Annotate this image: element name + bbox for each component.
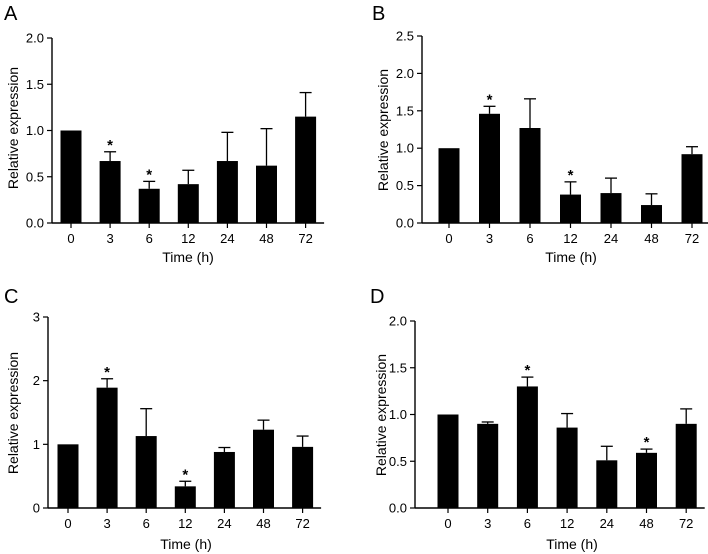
panel-d-x-tick-label: 6 (524, 516, 531, 531)
panel-b-y-tick-label: 2.5 (396, 29, 414, 44)
panel-a-y-tick-label: 1.0 (26, 123, 44, 138)
panel-a-y-tick-label: 2.0 (26, 31, 44, 46)
panel-b-bar (600, 193, 622, 223)
panel-c-bar (135, 436, 157, 508)
panel-b-x-tick-label: 72 (685, 231, 699, 246)
panel-d-significance-star: * (644, 434, 650, 451)
panel-d-bar (596, 460, 618, 508)
panel-c-x-tick-label: 48 (256, 516, 270, 531)
panel-a-significance-star: * (146, 166, 152, 183)
panel-d-x-axis-title: Time (h) (546, 536, 598, 552)
panel-c-bar (96, 387, 118, 508)
panel-a-x-axis-title: Time (h) (162, 249, 214, 265)
panel-b-bar (479, 113, 500, 223)
panel-d-letter: D (370, 286, 384, 308)
panel-a-x-tick-label: 0 (67, 231, 74, 246)
panel-b-x-tick-label: 6 (526, 231, 533, 246)
panel-c-y-tick-label: 1 (33, 437, 40, 452)
panel-d-y-tick-label: 0.5 (389, 454, 407, 469)
panel-a-x-tick-label: 6 (146, 231, 153, 246)
panel-a-y-tick-label: 1.5 (26, 77, 44, 92)
panel-a-bar (295, 116, 317, 223)
panel-b-x-tick-label: 12 (563, 231, 577, 246)
panel-b-x-tick-label: 48 (644, 231, 658, 246)
panel-d-x-tick-label: 3 (484, 516, 491, 531)
panel-c-x-tick-label: 6 (143, 516, 150, 531)
panel-b-x-tick-label: 24 (604, 231, 618, 246)
panel-b-significance-star: * (568, 167, 574, 184)
panel-b-y-tick-label: 0.5 (396, 178, 414, 193)
panel-b-y-tick-label: 2.0 (396, 66, 414, 81)
panel-d-significance-star: * (524, 362, 530, 379)
panel-b-bar (560, 194, 581, 223)
panel-d-bar (516, 386, 538, 508)
panel-b-bar (641, 205, 662, 223)
panel-a-letter: A (4, 3, 18, 25)
panel-c-x-tick-label: 0 (64, 516, 71, 531)
panel-a-y-tick-label: 0.0 (26, 216, 44, 231)
panel-b-bar (681, 154, 703, 223)
panel-b-significance-star: * (487, 91, 493, 108)
panel-d-bar (556, 427, 578, 508)
panel-a-bar (177, 184, 199, 223)
panel-a-x-tick-label: 3 (106, 231, 113, 246)
panel-d-x-tick-label: 48 (639, 516, 653, 531)
panel-b-y-tick-label: 1.5 (396, 103, 414, 118)
panel-c-bar (174, 486, 196, 508)
panel-a-bar (99, 161, 121, 223)
panel-b-x-tick-label: 0 (445, 231, 452, 246)
panel-d-bar (437, 414, 459, 508)
panel-a-bar (256, 165, 277, 223)
panel-c-y-axis-title: Relative expression (5, 352, 21, 474)
panel-c-letter: C (4, 286, 18, 308)
panel-d-y-tick-label: 1.0 (389, 407, 407, 422)
panel-a-significance-star: * (107, 137, 113, 154)
panel-a-x-tick-label: 48 (259, 231, 273, 246)
panel-d-x-tick-label: 12 (560, 516, 574, 531)
panel-c-bar (253, 429, 274, 508)
panel-b-letter: B (372, 3, 385, 25)
panel-a-x-tick-label: 72 (298, 231, 312, 246)
panel-c-significance-star: * (104, 364, 110, 381)
panel-c-x-tick-label: 72 (295, 516, 309, 531)
panel-c-bar (292, 446, 314, 508)
panel-a-x-tick-label: 12 (181, 231, 195, 246)
panel-b-x-tick-label: 3 (486, 231, 493, 246)
panel-c-x-axis-title: Time (h) (160, 536, 212, 552)
panel-c-x-tick-label: 24 (217, 516, 231, 531)
panel-c-y-tick-label: 0 (33, 501, 40, 516)
panel-d-y-axis-title: Relative expression (373, 354, 389, 476)
panel-d-bar (477, 423, 499, 508)
panel-c-significance-star: * (182, 466, 188, 483)
panel-b-bar (519, 128, 541, 223)
panel-d-y-tick-label: 0.0 (389, 501, 407, 516)
panel-d-bar (636, 452, 657, 508)
panel-c-x-tick-label: 12 (178, 516, 192, 531)
panel-a-y-tick-label: 0.5 (26, 169, 44, 184)
panel-a-bar (60, 130, 82, 223)
panel-c-bar (57, 444, 79, 508)
panel-a-x-tick-label: 24 (220, 231, 234, 246)
panel-b-y-tick-label: 1.0 (396, 141, 414, 156)
panel-d-x-tick-label: 0 (444, 516, 451, 531)
panel-d-y-tick-label: 2.0 (389, 314, 407, 329)
panel-c-y-tick-label: 2 (33, 373, 40, 388)
panel-a-bar (138, 188, 160, 223)
panel-d-bar (675, 423, 697, 508)
panel-d-y-tick-label: 1.5 (389, 360, 407, 375)
panel-c-y-tick-label: 3 (33, 310, 40, 325)
panel-d-x-tick-label: 72 (679, 516, 693, 531)
panel-b-x-axis-title: Time (h) (545, 249, 597, 265)
panel-c-x-tick-label: 3 (103, 516, 110, 531)
panel-b-y-axis-title: Relative expression (375, 69, 391, 191)
panel-a-bar (216, 161, 238, 223)
panel-b-bar (438, 148, 460, 223)
panel-d-x-tick-label: 24 (600, 516, 614, 531)
panel-b-y-tick-label: 0.0 (396, 216, 414, 231)
panel-a-y-axis-title: Relative expression (5, 67, 21, 189)
panel-c-bar (213, 451, 235, 508)
